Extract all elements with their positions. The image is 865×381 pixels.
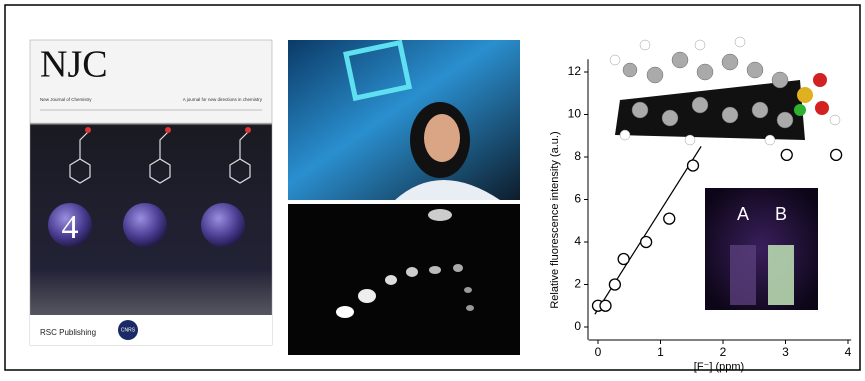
y-tick-label: 12 — [568, 64, 582, 78]
data-point — [831, 149, 842, 160]
gel-image — [288, 204, 520, 355]
cover-publisher: RSC Publishing — [40, 328, 96, 337]
lab-photo — [288, 40, 520, 200]
x-tick-label: 1 — [657, 345, 664, 359]
cover-issue: 4 — [62, 209, 79, 246]
vial-inset: A B — [705, 188, 818, 310]
cover-logo: NJC — [40, 44, 108, 86]
data-point — [609, 279, 620, 290]
y-tick-label: 4 — [574, 234, 581, 248]
y-axis-label: Relative fluorescence intensity (a.u.) — [549, 131, 561, 308]
y-tick-label: 6 — [574, 192, 581, 206]
cover-journal: New Journal of Chemistry — [40, 97, 92, 102]
journal-cover: NJC New Journal of Chemistry A journal f… — [30, 40, 272, 345]
y-tick-label: 0 — [574, 319, 581, 333]
data-point — [664, 213, 675, 224]
data-point — [688, 160, 699, 171]
vial-label: A — [737, 204, 749, 224]
data-point — [600, 300, 611, 311]
data-point — [781, 149, 792, 160]
y-tick-label: 10 — [568, 107, 582, 121]
data-point — [618, 254, 629, 265]
cover-partner: CNRS — [121, 327, 136, 333]
vial-label: B — [775, 204, 787, 224]
y-tick-label: 2 — [574, 277, 581, 291]
x-tick-label: 4 — [845, 345, 852, 359]
x-tick-label: 0 — [595, 345, 602, 359]
x-tick-label: 2 — [720, 345, 727, 359]
figure: NJC New Journal of Chemistry A journal f… — [0, 0, 865, 376]
cover-tagline: A journal for new directions in chemistr… — [183, 97, 263, 102]
x-axis-label: [F⁻] (ppm) — [694, 361, 744, 373]
x-tick-label: 3 — [782, 345, 789, 359]
y-tick-label: 8 — [574, 149, 581, 163]
data-point — [641, 237, 652, 248]
